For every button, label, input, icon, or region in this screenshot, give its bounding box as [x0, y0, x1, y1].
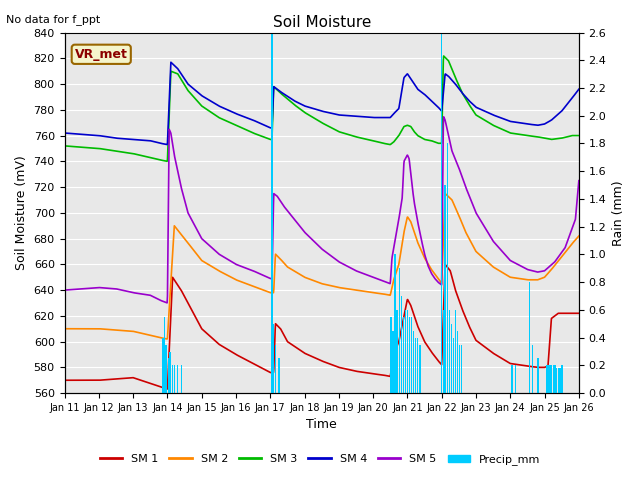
X-axis label: Time: Time [307, 419, 337, 432]
Y-axis label: Rain (mm): Rain (mm) [612, 180, 625, 246]
Text: VR_met: VR_met [75, 48, 128, 61]
Legend: SM 1, SM 2, SM 3, SM 4, SM 5, Precip_mm: SM 1, SM 2, SM 3, SM 4, SM 5, Precip_mm [95, 450, 545, 469]
Text: No data for f_ppt: No data for f_ppt [6, 14, 100, 25]
Title: Soil Moisture: Soil Moisture [273, 15, 371, 30]
Y-axis label: Soil Moisture (mV): Soil Moisture (mV) [15, 156, 28, 270]
